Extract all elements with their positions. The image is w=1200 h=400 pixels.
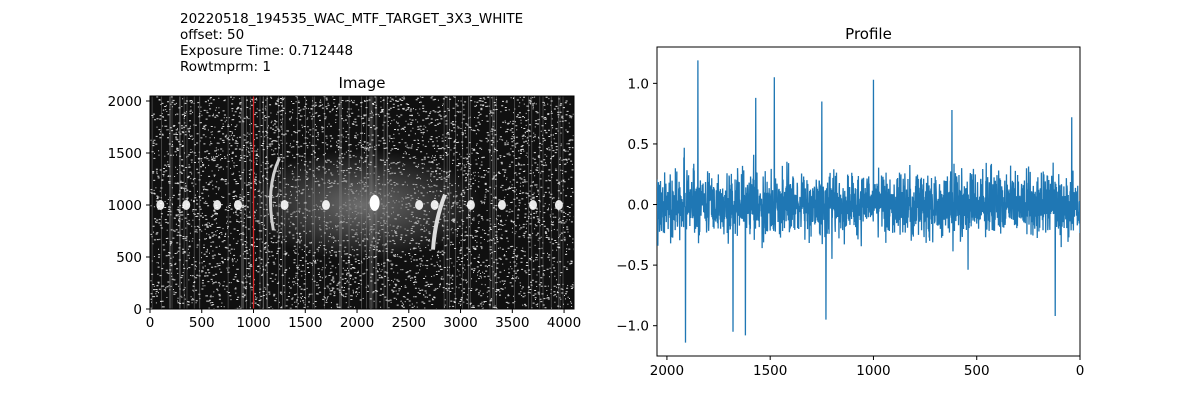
target-spot — [554, 199, 563, 210]
x-tick-label: 1000 — [856, 363, 890, 379]
target-spot — [280, 199, 289, 210]
y-tick-label: 0.0 — [628, 198, 649, 214]
x-tick-label: 2000 — [340, 315, 374, 331]
image-axes-frame — [149, 95, 575, 310]
y-tick-label: 1.0 — [628, 76, 649, 92]
target-spot — [213, 199, 222, 210]
target-spot — [430, 199, 439, 210]
image-title: Image — [339, 74, 386, 92]
image-raster — [150, 96, 574, 309]
x-tick-label: 500 — [964, 363, 990, 379]
y-tick-label: 1000 — [108, 198, 142, 214]
target-spot — [233, 199, 242, 210]
y-tick-label: 500 — [116, 250, 142, 266]
target-arc-right — [431, 193, 447, 250]
target-spot — [182, 199, 191, 210]
header-line-filename: 20220518_194535_WAC_MTF_TARGET_3X3_WHITE — [180, 11, 524, 27]
target-spot — [415, 199, 424, 210]
x-tick-label: 1500 — [288, 315, 322, 331]
x-tick-label: 3000 — [443, 315, 477, 331]
x-tick-label: 500 — [189, 315, 215, 331]
profile-title: Profile — [845, 25, 892, 43]
profile-series-line — [657, 60, 1080, 343]
header-line-offset: offset: 50 — [180, 27, 245, 43]
x-tick-label: 1500 — [753, 363, 787, 379]
y-tick-label: 1500 — [108, 146, 142, 162]
target-glow — [242, 149, 483, 260]
y-tick-label: −0.5 — [616, 258, 649, 274]
x-tick-label: 0 — [146, 315, 155, 331]
x-tick-label: 2000 — [650, 363, 684, 379]
x-tick-label: 1000 — [236, 315, 270, 331]
y-tick-label: −1.0 — [616, 319, 649, 335]
image-plot: 0 500 1000 1500 2000 2500 3000 3500 4000 0 500 1000… — [108, 74, 582, 331]
y-tick-label: 2000 — [108, 94, 142, 110]
y-tick-label: 0.5 — [628, 137, 649, 153]
target-spot — [321, 199, 330, 210]
y-tick-label: 0 — [133, 302, 142, 318]
x-tick-label: 3500 — [495, 315, 529, 331]
target-spot — [466, 199, 475, 210]
header-line-rowtmprm: Rowtmprm: 1 — [180, 59, 271, 75]
header-line-exposure: Exposure Time: 0.712448 — [180, 43, 354, 59]
target-spot — [497, 199, 506, 210]
profile-plot: 2000 1500 1000 500 0 1.0 0.5 0.0 −0.5 −1.0 Profile — [616, 25, 1084, 379]
target-spot — [529, 199, 538, 210]
target-bright-spot — [369, 194, 380, 211]
target-spot — [156, 199, 165, 210]
x-tick-label: 2500 — [392, 315, 426, 331]
target-arc-left — [269, 157, 281, 231]
x-tick-label: 0 — [1076, 363, 1085, 379]
x-tick-label: 4000 — [547, 315, 581, 331]
